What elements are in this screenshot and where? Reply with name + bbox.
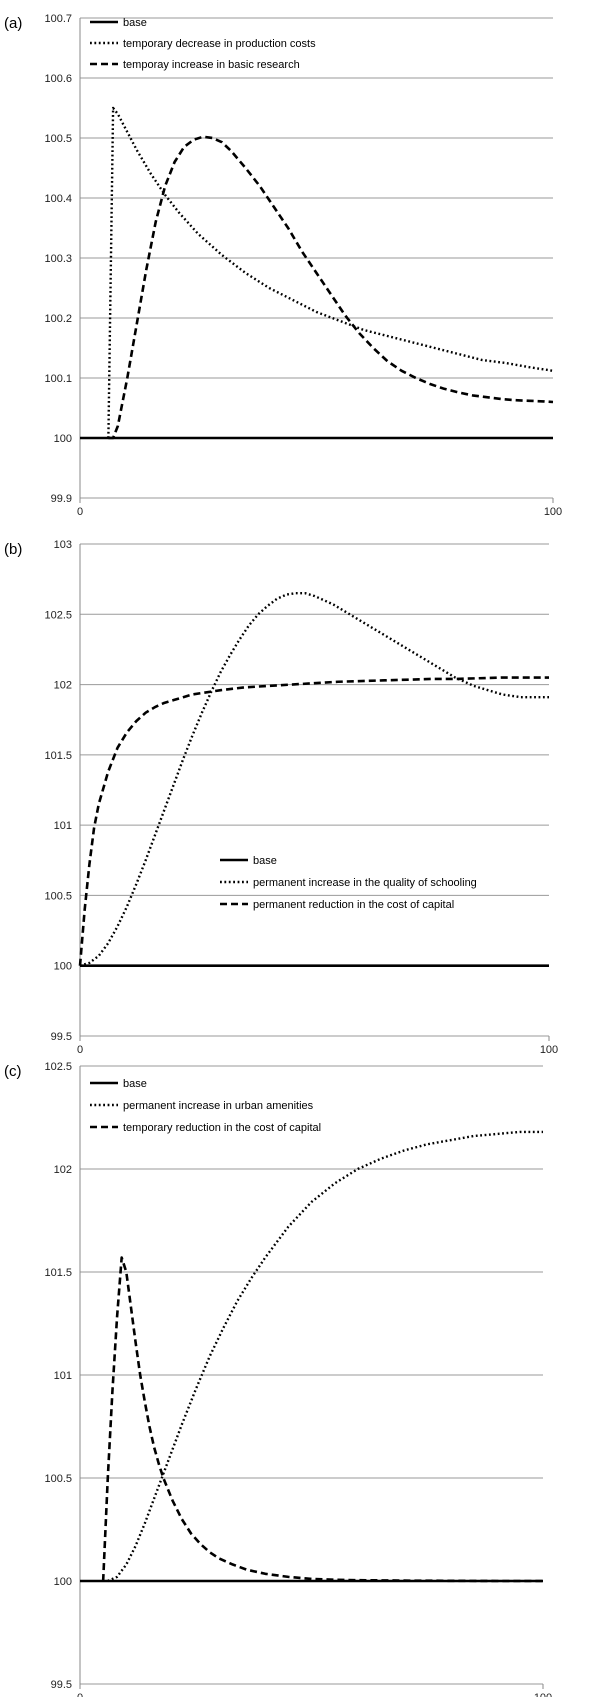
y-tick-label: 102.5: [44, 609, 72, 621]
legend-entry: base: [123, 17, 147, 29]
y-tick-label: 100.4: [44, 193, 72, 205]
y-tick-label: 100.5: [44, 1473, 72, 1485]
legend: base permanent increase in urban amenitie…: [90, 1078, 321, 1134]
panel-label: (a): [4, 15, 22, 32]
y-tick-label: 100.3: [44, 253, 72, 265]
series-line-dashed: [108, 135, 554, 440]
y-tick-label: 102: [54, 1164, 72, 1176]
legend-entry: base: [253, 855, 277, 867]
y-tick-label: 100.1: [44, 373, 72, 385]
legend-entry: temporary reduction in the cost of capit…: [123, 1122, 321, 1134]
y-tick-label: 101: [54, 820, 72, 832]
y-tick-label: 100.6: [44, 73, 72, 85]
legend-entry: base: [123, 1078, 147, 1090]
chart-panel-2: (b) 99.5 100 100.5 101 101.5 102 102.5 103 0 100 ba…: [4, 539, 558, 1056]
series-line-dashed: [78, 676, 549, 966]
y-tick-label: 100.7: [44, 13, 72, 25]
legend: base permanent increase in the quality of…: [220, 855, 477, 911]
y-tick-label: 99.5: [51, 1679, 72, 1691]
y-tick-label: 100: [54, 1576, 72, 1588]
x-tick-label: 0: [77, 1692, 83, 1697]
y-tick-label: 102.5: [44, 1061, 72, 1073]
y-tick-label: 99.9: [51, 493, 72, 505]
series-line-dotted: [79, 592, 549, 967]
x-tick-label: 0: [77, 1044, 83, 1056]
legend-entry: permanent reduction in the cost of capit…: [253, 899, 454, 911]
legend-entry: permanent increase in urban amenities: [123, 1100, 314, 1112]
series-line-dashed: [101, 1256, 543, 1583]
y-tick-label: 102: [54, 680, 72, 692]
y-tick-label: 103: [54, 539, 72, 551]
y-tick-label: 100.2: [44, 313, 72, 325]
series-line-dotted: [107, 1130, 543, 1583]
y-tick-label: 100.5: [44, 890, 72, 902]
series-line-dotted: [107, 106, 554, 439]
y-tick-label: 100: [54, 961, 72, 973]
panel-label: (b): [4, 541, 22, 558]
panel-label: (c): [4, 1063, 22, 1080]
y-tick-label: 101.5: [44, 1267, 72, 1279]
legend-entry: temporary decrease in production costs: [123, 38, 316, 50]
legend: base temporary decrease in production cos…: [90, 17, 316, 71]
x-tick-label: 100: [534, 1692, 552, 1697]
y-tick-label: 101: [54, 1370, 72, 1382]
y-tick-label: 100: [54, 433, 72, 445]
y-tick-label: 100.5: [44, 133, 72, 145]
x-tick-label: 0: [77, 506, 83, 518]
x-tick-label: 100: [540, 1044, 558, 1056]
y-tick-label: 99.5: [51, 1031, 72, 1043]
chart-panel-3: (c) 99.5 100 100.5 101 101.5 102 102.5 0 100 base p…: [4, 1061, 552, 1697]
legend-entry: permanent increase in the quality of sch…: [253, 877, 477, 889]
x-tick-label: 100: [544, 506, 562, 518]
y-tick-label: 101.5: [44, 750, 72, 762]
chart-panel-1: (a) 99.9 100 100.1 100.2 100.3 100.4 100.5 100.6…: [4, 13, 562, 518]
legend-entry: temporay increase in basic research: [123, 59, 300, 71]
